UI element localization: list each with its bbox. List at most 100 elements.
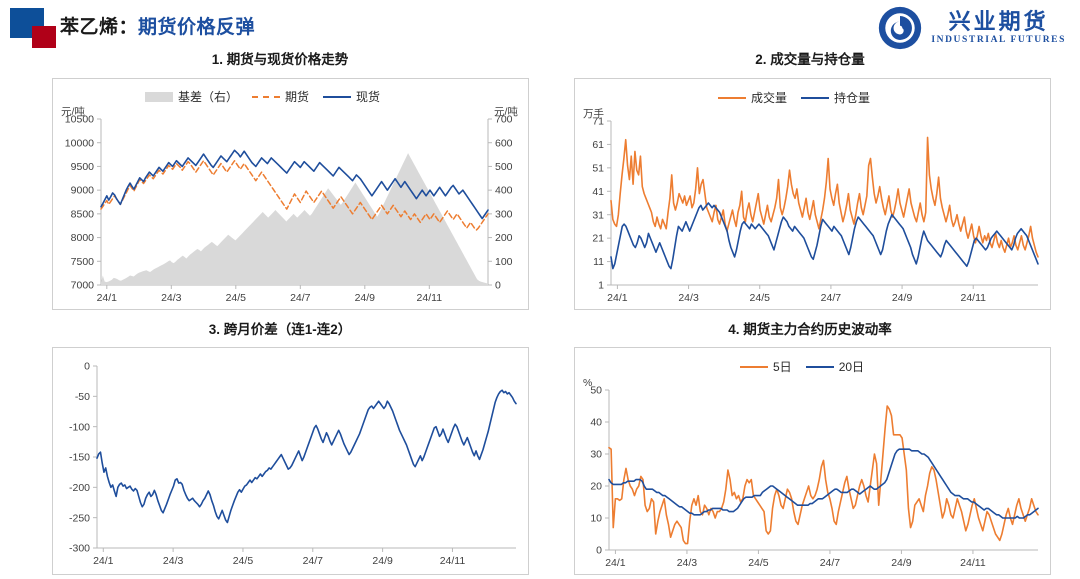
legend-item-5day: 5日: [740, 358, 792, 375]
svg-text:-100: -100: [69, 421, 90, 433]
page-title-highlight: 期货价格反弹: [138, 17, 256, 38]
svg-text:40: 40: [590, 417, 602, 429]
svg-text:50: 50: [590, 385, 602, 397]
svg-text:24/1: 24/1: [607, 292, 628, 304]
svg-text:10000: 10000: [65, 137, 94, 149]
panel-3-title: 3. 跨月价差（连1-连2）: [208, 322, 352, 337]
spiral-swirl-logo-icon: [879, 6, 922, 50]
svg-text:24/3: 24/3: [678, 292, 699, 304]
svg-text:24/7: 24/7: [303, 555, 324, 567]
chart-4-box: 5日 20日 % 0 10 20 30 40 50 24/1 24/3 24/5 24/7 24/9 2…: [574, 347, 1051, 575]
svg-text:24/7: 24/7: [821, 292, 842, 304]
svg-text:-150: -150: [69, 452, 90, 464]
svg-text:700: 700: [495, 114, 513, 126]
legend-label-futures: 期货: [285, 90, 310, 104]
svg-text:7000: 7000: [71, 280, 95, 292]
svg-text:71: 71: [592, 116, 604, 128]
svg-text:8000: 8000: [71, 232, 95, 244]
svg-text:100: 100: [495, 256, 513, 268]
svg-text:7500: 7500: [71, 256, 95, 268]
legend-item-openinterest: 持仓量: [801, 89, 870, 106]
svg-text:61: 61: [592, 139, 604, 151]
brand-name-cn: 兴业期货: [948, 8, 1049, 34]
svg-text:-50: -50: [75, 391, 90, 403]
svg-text:1: 1: [598, 280, 604, 292]
svg-text:24/11: 24/11: [960, 557, 986, 569]
legend-swatch-line-orange-icon: [740, 365, 768, 368]
chart-1-legend: 基差（右） 期货 现货: [145, 88, 380, 105]
legend-label-20day: 20日: [838, 360, 865, 374]
svg-text:300: 300: [495, 208, 513, 220]
svg-text:24/1: 24/1: [97, 292, 118, 304]
chart-4-legend: 5日 20日: [740, 358, 864, 375]
svg-text:21: 21: [592, 233, 604, 245]
svg-text:24/9: 24/9: [372, 555, 393, 567]
legend-item-basis: 基差（右）: [145, 88, 238, 105]
chart-1-plot: 元/吨 元/吨7000750080008500900095001000010500…: [61, 105, 518, 304]
svg-text:10500: 10500: [65, 114, 94, 126]
svg-text:24/5: 24/5: [233, 555, 254, 567]
svg-text:24/3: 24/3: [161, 292, 182, 304]
chart-1-box: 基差（右） 期货 现货 元/吨 元/吨 7000 7500 8000 8500 9000 95…: [52, 78, 529, 310]
svg-text:51: 51: [592, 162, 604, 174]
legend-item-futures: 期货: [252, 88, 309, 105]
svg-text:元/吨: 元/吨: [61, 105, 85, 118]
svg-text:24/11: 24/11: [440, 555, 466, 567]
brand-name-en: INDUSTRIAL FUTURES: [931, 34, 1066, 45]
panel-4-title: 4. 期货主力合约历史波动率: [728, 322, 892, 337]
chart-2-legend: 成交量 持仓量: [718, 89, 870, 106]
svg-text:200: 200: [495, 232, 513, 244]
legend-label-5day: 5日: [773, 360, 792, 374]
svg-text:9000: 9000: [71, 185, 95, 197]
svg-text:24/3: 24/3: [677, 557, 698, 569]
svg-text:9500: 9500: [71, 161, 95, 173]
legend-label-basis: 基差（右）: [178, 90, 239, 104]
svg-text:41: 41: [592, 186, 604, 198]
legend-swatch-line-blue-icon: [801, 96, 830, 99]
svg-text:24/7: 24/7: [290, 292, 311, 304]
chart-3-box: -300 -250 -200 -150 -100 -50 0 24/1 24/3 24/5 24/7…: [52, 347, 529, 575]
svg-text:400: 400: [495, 185, 513, 197]
svg-text:24/7: 24/7: [820, 557, 841, 569]
legend-item-20day: 20日: [805, 358, 865, 375]
logo-square-red-icon: [32, 26, 56, 48]
svg-text:600: 600: [495, 137, 513, 149]
svg-text:24/5: 24/5: [226, 292, 247, 304]
legend-swatch-dashed-icon: [252, 95, 281, 98]
svg-text:-300: -300: [69, 543, 90, 555]
svg-text:0: 0: [596, 545, 602, 557]
brand-logo: 兴业期货 INDUSTRIAL FUTURES: [877, 4, 1066, 52]
svg-text:24/1: 24/1: [605, 557, 626, 569]
panel-1-title: 1. 期货与现货价格走势: [211, 52, 349, 67]
legend-swatch-line-icon: [323, 95, 352, 98]
svg-text:24/1: 24/1: [93, 555, 114, 567]
panel-3: 3. 跨月价差（连1-连2） -300 -250 -200 -150 -100 -50 0 2…: [30, 322, 530, 575]
legend-item-volume: 成交量: [718, 89, 787, 106]
legend-swatch-line-orange-icon: [718, 96, 746, 99]
legend-swatch-line-blue-icon: [805, 365, 834, 368]
header: 苯乙烯：期货价格反弹 兴业期货 INDUSTRIAL FUTURES: [0, 0, 1080, 54]
svg-text:500: 500: [495, 161, 513, 173]
svg-text:20: 20: [590, 481, 602, 493]
svg-text:30: 30: [590, 449, 602, 461]
svg-text:24/11: 24/11: [960, 292, 986, 304]
chart-2-box: 成交量 持仓量 万手 1 11 21 31 41 51 61 71 24/1 24/3 24/5 24/…: [574, 78, 1051, 310]
svg-text:24/9: 24/9: [891, 557, 912, 569]
svg-text:24/11: 24/11: [417, 292, 443, 304]
svg-text:24/9: 24/9: [355, 292, 376, 304]
svg-text:元/吨: 元/吨: [494, 105, 518, 118]
page-title: 苯乙烯：期货价格反弹: [60, 12, 255, 39]
chart-3-plot: -300 -250 -200 -150 -100 -50 0 24/1 24/3 24/5 24/7…: [69, 361, 517, 567]
panel-2-title: 2. 成交量与持仓量: [755, 52, 865, 67]
svg-text:24/5: 24/5: [748, 557, 769, 569]
svg-text:8500: 8500: [71, 208, 95, 220]
svg-text:11: 11: [593, 256, 604, 268]
svg-text:-250: -250: [69, 512, 90, 524]
legend-swatch-area-icon: [145, 91, 173, 102]
legend-label-volume: 成交量: [751, 91, 788, 105]
svg-text:31: 31: [592, 209, 604, 221]
svg-text:0: 0: [495, 280, 501, 292]
panel-1: 1. 期货与现货价格走势 基差（右） 期货 现货 元/吨 元/吨 7000 7500 8…: [30, 52, 530, 310]
